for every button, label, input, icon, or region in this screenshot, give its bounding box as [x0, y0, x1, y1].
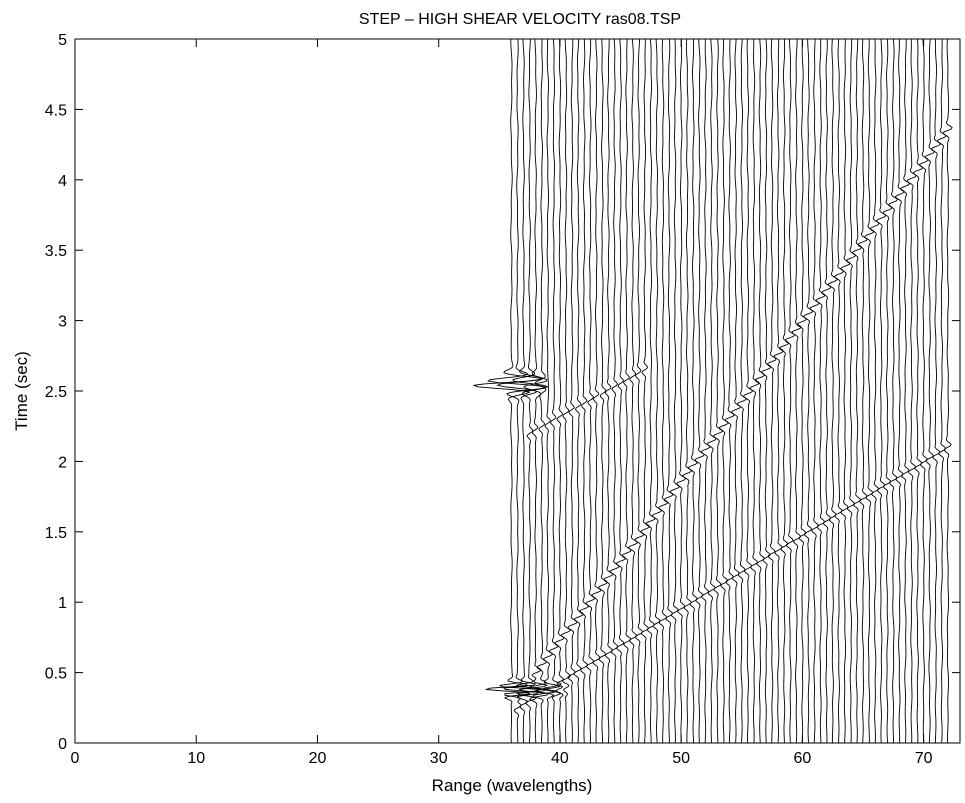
seismic-trace [652, 38, 663, 744]
seismic-trace [473, 38, 542, 744]
seismic-trace [598, 38, 609, 744]
seismic-trace [519, 38, 550, 744]
chart-title: STEP – HIGH SHEAR VELOCITY ras08.TSP [359, 11, 681, 28]
y-axis: 0 0.5 1 1.5 2 2.5 3 3.5 4 4.5 5 [45, 32, 960, 753]
x-tick-label: 50 [672, 750, 690, 767]
seismic-trace [930, 38, 941, 744]
seismic-trace [645, 38, 656, 743]
seismic-trace [815, 38, 826, 744]
seismic-trace [603, 38, 614, 744]
seismic-trace [579, 38, 590, 744]
seismic-trace [657, 38, 669, 744]
seismic-trace [900, 38, 911, 744]
seismic-trace [906, 38, 917, 744]
y-tick-label: 5 [58, 32, 67, 49]
seismic-trace [585, 38, 596, 744]
seismic-trace [760, 38, 772, 744]
x-tick-label: 10 [187, 750, 205, 767]
y-tick-label: 2.5 [45, 384, 67, 401]
seismic-trace [809, 38, 820, 744]
x-tick-label: 0 [71, 750, 80, 767]
x-axis-label: Range (wavelengths) [432, 776, 593, 795]
seismic-trace [621, 38, 632, 744]
y-tick-label: 2 [58, 454, 67, 471]
seismic-trace [512, 38, 549, 744]
seismic-trace [554, 38, 564, 744]
seismic-trace [791, 38, 802, 744]
seismic-trace [670, 38, 681, 744]
seismic-trace [924, 38, 936, 744]
seismic-trace [754, 38, 765, 744]
seismic-trace [888, 38, 899, 744]
seismic-trace [827, 38, 838, 744]
seismic-trace [784, 38, 795, 744]
seismic-trace [851, 38, 863, 744]
plot-area [473, 38, 953, 744]
seismic-trace [609, 38, 620, 744]
seismic-trace [706, 38, 717, 744]
seismic-trace [743, 38, 754, 744]
x-tick-label: 30 [430, 750, 448, 767]
seismic-trace [857, 38, 868, 744]
seismic-trace [736, 38, 747, 744]
seismic-trace [634, 38, 645, 744]
seismic-trace [682, 38, 692, 744]
seismic-trace [779, 38, 790, 744]
seismic-trace [663, 38, 674, 744]
seismic-trace [773, 38, 784, 744]
y-tick-label: 3.5 [45, 243, 67, 260]
seismic-trace [694, 38, 705, 744]
y-tick-label: 0 [58, 736, 67, 753]
seismic-trace [700, 38, 711, 744]
seismic-trace [919, 38, 929, 744]
seismic-trace [573, 38, 584, 744]
y-tick-label: 4 [58, 173, 67, 190]
y-tick-label: 0.5 [45, 666, 67, 683]
seismic-trace [912, 38, 923, 744]
seismic-trace [846, 38, 857, 744]
seismic-trace [675, 38, 687, 744]
seismic-trace [869, 38, 880, 744]
y-tick-label: 1 [58, 595, 67, 612]
seismic-trace [687, 38, 698, 744]
seismic-trace [724, 38, 735, 744]
seismic-trace [567, 38, 578, 744]
seismic-trace [591, 39, 601, 744]
seismic-trace [749, 38, 760, 744]
y-tick-label: 1.5 [45, 525, 67, 542]
y-tick-label: 4.5 [45, 102, 67, 119]
seismic-trace [533, 38, 562, 744]
seismic-trace [820, 38, 832, 744]
seismic-trace [942, 38, 953, 744]
seismic-trace [894, 38, 905, 744]
seismic-trace [864, 38, 875, 744]
seismic-trace [712, 38, 723, 744]
seismic-trace [529, 38, 558, 744]
seismic-trace [616, 38, 627, 744]
seismic-trace [875, 38, 886, 744]
seismic-trace [542, 38, 562, 743]
x-tick-label: 40 [551, 750, 569, 767]
x-tick-label: 60 [793, 750, 811, 767]
seismic-trace [766, 38, 777, 744]
seismic-trace [718, 38, 729, 744]
x-axis: 0 10 20 30 40 50 60 70 [71, 39, 933, 767]
seismic-trace [882, 38, 893, 744]
y-axis-label: Time (sec) [12, 351, 31, 431]
x-tick-label: 20 [309, 750, 327, 767]
seismic-trace [840, 38, 851, 744]
seismic-trace [796, 39, 807, 744]
y-tick-label: 3 [58, 314, 67, 331]
seismic-trace [561, 39, 571, 744]
seismic-trace [628, 38, 638, 744]
seismic-trace [937, 38, 947, 744]
x-tick-label: 70 [915, 750, 933, 767]
seismic-trace [730, 38, 741, 744]
seismic-trace [833, 38, 845, 744]
seismic-trace [487, 38, 547, 743]
seismic-trace [802, 39, 814, 744]
seismic-trace [640, 39, 651, 744]
